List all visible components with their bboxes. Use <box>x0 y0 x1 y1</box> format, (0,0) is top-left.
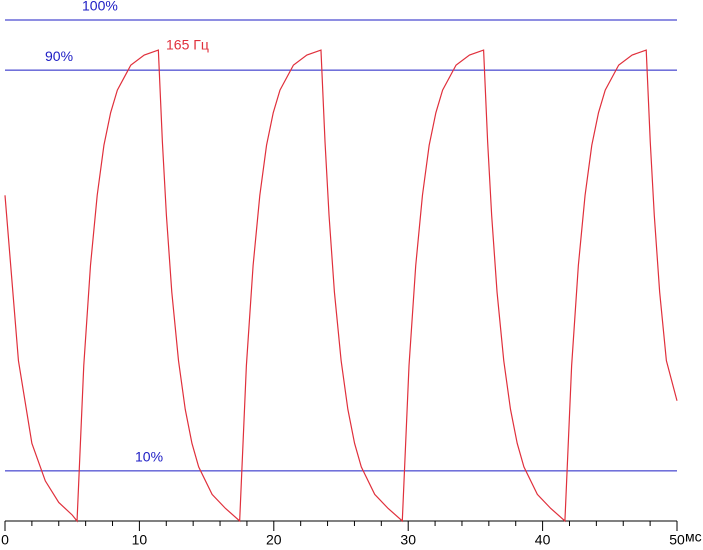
x-tick-label: 40 <box>535 532 551 548</box>
x-tick-label: 30 <box>400 532 416 548</box>
y-tick-label: 100% <box>82 0 118 14</box>
x-tick-label: 20 <box>266 532 282 548</box>
x-tick-label: 10 <box>132 532 148 548</box>
x-axis-label: мс <box>685 529 702 545</box>
y-tick-label: 90% <box>45 48 73 64</box>
data-line <box>4 49 678 523</box>
x-tick-label: 0 <box>1 532 9 548</box>
y-tick-label: 10% <box>135 449 163 465</box>
x-tick-label: 50 <box>669 532 685 548</box>
annotation: 165 Гц <box>166 37 209 53</box>
